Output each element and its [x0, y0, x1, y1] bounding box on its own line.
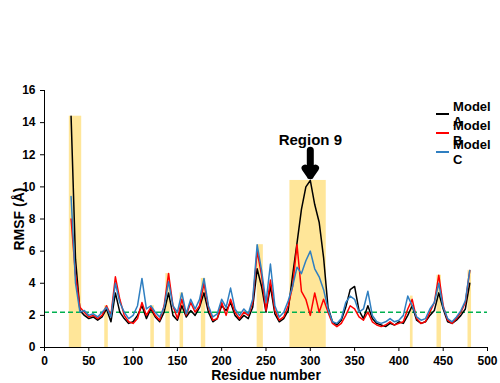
svg-text:10: 10	[22, 179, 36, 194]
html-text:Model A: Model A	[453, 98, 491, 129]
svg-text:8: 8	[29, 212, 36, 226]
svg-text:Region 9: Region 9	[279, 131, 342, 148]
svg-text:14: 14	[22, 115, 36, 129]
svg-text:250: 250	[256, 354, 276, 368]
svg-text:2: 2	[29, 308, 36, 322]
svg-text:400: 400	[389, 354, 409, 368]
svg-text:16: 16	[22, 83, 36, 97]
svg-text:50: 50	[82, 354, 96, 368]
svg-text:150: 150	[167, 354, 187, 368]
svg-text:300: 300	[300, 354, 321, 368]
svg-text:200: 200	[211, 354, 232, 368]
svg-text:350: 350	[345, 354, 365, 368]
svg-text:Residue number: Residue number	[211, 367, 321, 383]
html-text:Model B: Model B	[453, 117, 491, 148]
svg-text:12: 12	[22, 148, 36, 162]
svg-text:0: 0	[41, 354, 48, 368]
html-text:Model C: Model C	[453, 136, 491, 167]
svg-text:4: 4	[29, 276, 36, 290]
svg-text:0: 0	[29, 340, 36, 354]
svg-text:450: 450	[433, 354, 453, 368]
svg-text:500: 500	[477, 354, 497, 368]
svg-text:100: 100	[123, 354, 143, 368]
svg-text:RMSF (Å): RMSF (Å)	[11, 188, 27, 251]
svg-text:6: 6	[29, 244, 36, 258]
